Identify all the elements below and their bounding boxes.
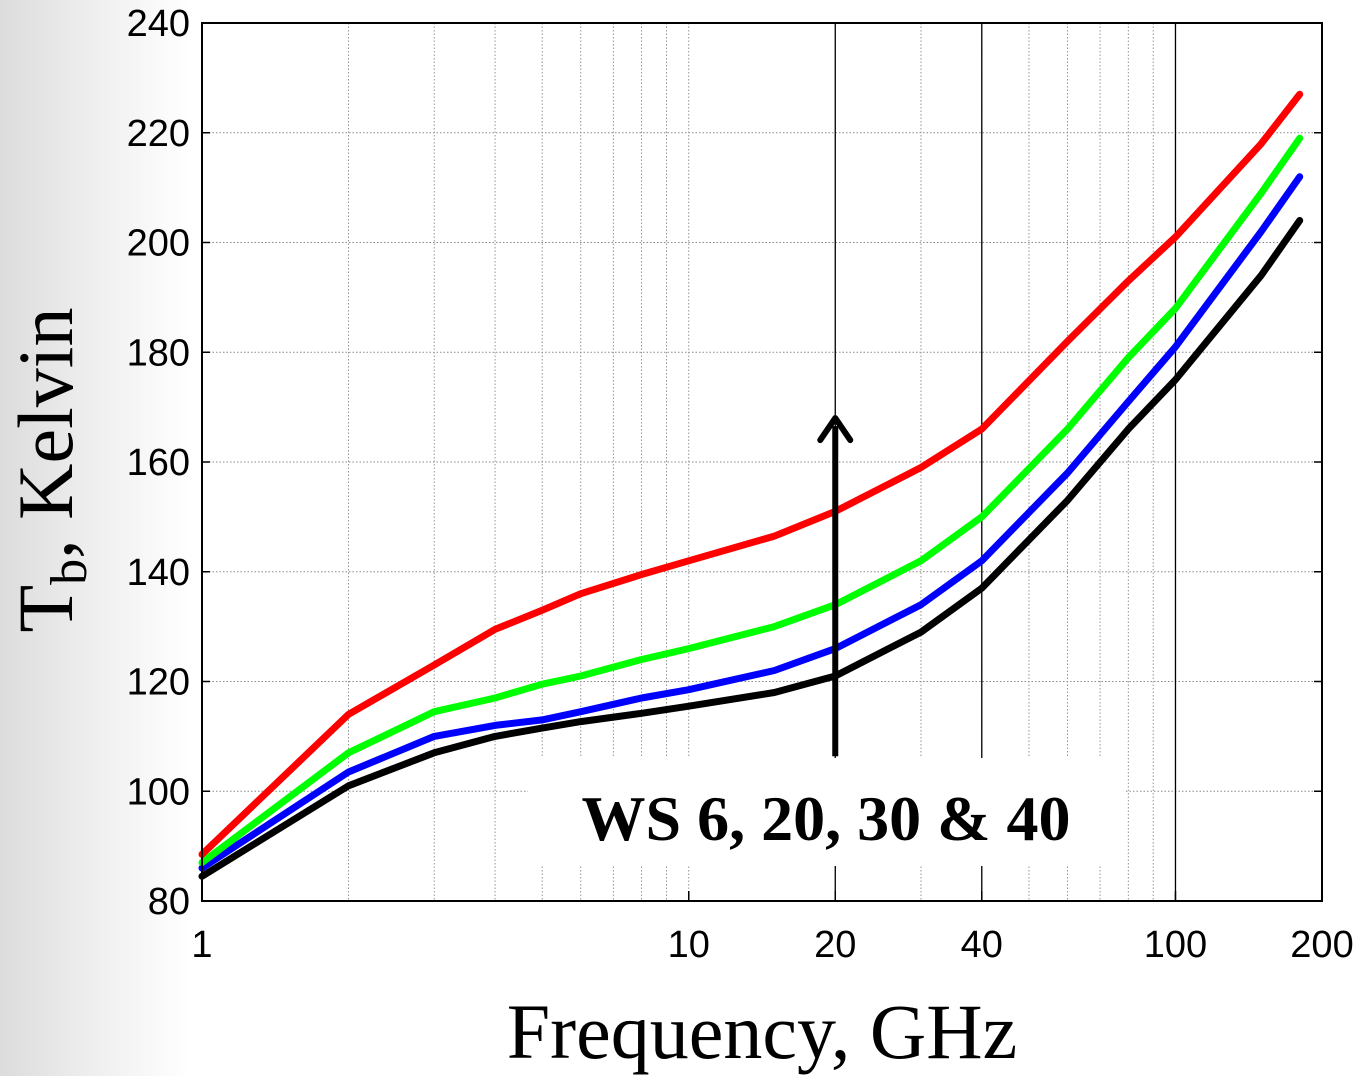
series-layer	[198, 90, 1304, 880]
y-tick-label: 180	[127, 332, 190, 374]
x-tick-label: 20	[814, 924, 856, 966]
series-line-1	[198, 217, 1304, 880]
annotation-label-box	[528, 758, 1124, 866]
y-axis-title: Tb, Kelvin	[2, 308, 98, 633]
x-tick-label: 1	[191, 924, 212, 966]
x-tick-label: 100	[1144, 924, 1207, 966]
y-tick-label: 100	[127, 771, 190, 813]
y-tick-label: 140	[127, 552, 190, 594]
series-line-4	[198, 90, 1304, 858]
x-tick-label: 200	[1290, 924, 1353, 966]
y-tick-label: 160	[127, 442, 190, 484]
annotation-label: WS 6, 20, 30 & 40	[582, 783, 1071, 854]
y-tick-label: 120	[127, 662, 190, 704]
arrow-head	[817, 415, 854, 444]
y-axis-title-rest: , Kelvin	[2, 308, 89, 559]
y-axis-title-main: T	[2, 585, 89, 633]
y-tick-label: 200	[127, 223, 190, 265]
x-axis-title: Frequency, GHz	[507, 988, 1017, 1075]
x-tick-label: 10	[668, 924, 710, 966]
annotation: WS 6, 20, 30 & 40	[528, 415, 1124, 866]
y-tick-label: 220	[127, 113, 190, 155]
series-line-3	[198, 134, 1304, 867]
x-tick-label: 40	[961, 924, 1003, 966]
y-axis-title-subscript: b	[41, 559, 98, 585]
y-tick-label: 80	[148, 881, 190, 923]
series-line-2	[198, 173, 1304, 872]
axis-ticks: 80 100 120 140 160 180 200 220 240 1 10 20 40 100 200	[127, 3, 1354, 966]
y-tick-label: 240	[127, 3, 190, 45]
